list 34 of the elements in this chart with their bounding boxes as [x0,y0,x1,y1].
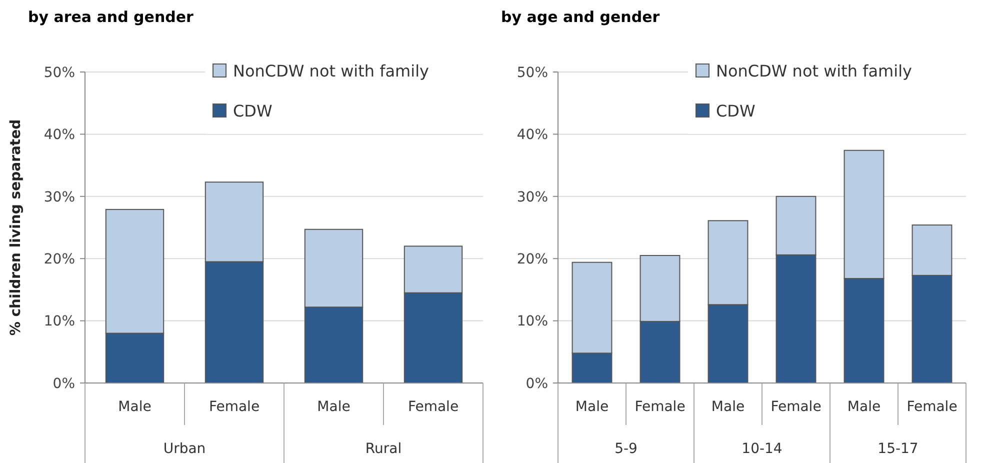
y-tick-label: 10% [516,314,548,330]
y-tick-label: 20% [516,252,548,268]
legend-label: NonCDW not with family [233,62,429,81]
x-tick-label: Male [847,399,881,415]
x-tick-label: Male [575,399,609,415]
x-tick-label: Male [317,399,350,415]
x-tick-label: Female [634,399,686,415]
y-tick-label: 40% [516,127,548,144]
y-tick-label: 0% [526,376,548,392]
y-tick-label: 30% [516,189,548,206]
y-tick-label: 20% [44,252,75,268]
y-tick-label: 30% [44,189,75,206]
y-tick-label: 40% [44,127,75,144]
x-tick-label: Male [711,399,745,415]
x-tick-label: Female [906,399,958,415]
chart-title: by area and gender [28,8,194,26]
text: Urban [163,441,206,457]
x-tick-label: Female [208,399,260,415]
chart-title: by age and gender [501,8,660,26]
legend-label: NonCDW not with family [716,62,912,81]
legend-label: CDW [716,102,756,121]
text: 10-14 [742,441,782,457]
legend-label: CDW [233,102,272,121]
y-axis-title: % children living separated [8,119,24,336]
x-tick-label: Female [770,399,822,415]
y-tick-label: 0% [52,376,75,392]
y-tick-label: 50% [516,64,548,81]
text: Rural [365,441,402,457]
x-tick-label: Female [408,399,459,415]
y-tick-label: 10% [44,314,75,330]
y-tick-label: 50% [44,64,75,81]
text: 15-17 [878,441,918,457]
x-tick-label: Male [118,399,152,415]
text: 5-9 [614,441,638,457]
